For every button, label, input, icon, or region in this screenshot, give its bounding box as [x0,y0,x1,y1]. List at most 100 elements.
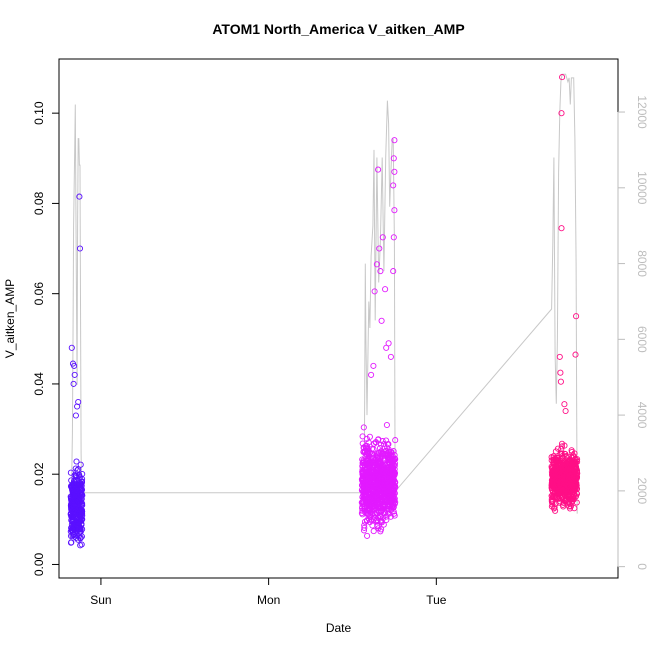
data-point [365,439,372,446]
data-point [383,490,390,497]
data-point [558,110,565,117]
data-point [368,371,375,378]
data-point [378,519,385,526]
data-point [384,475,391,482]
data-point [572,459,579,466]
data-point [387,353,394,360]
data-point [382,286,389,293]
right-tick-label: 2000 [635,478,649,505]
data-point [390,234,397,241]
data-point [390,508,397,515]
left-tick-label: 0.04 [32,372,46,396]
data-point [376,449,383,456]
data-point [557,369,564,376]
data-point [375,485,382,492]
data-point [383,498,390,505]
data-point [383,344,390,351]
data-point [370,362,377,369]
data-point [563,481,570,488]
data-point [360,444,367,452]
data-point [376,245,383,252]
data-point [79,526,86,533]
data-point [378,507,385,514]
data-point [562,407,569,415]
data-point [371,482,378,489]
left-tick-label: 0.02 [32,462,46,486]
data-point [370,506,377,513]
data-point [556,353,563,360]
data-point [385,441,392,448]
data-point [561,442,568,449]
data-point [390,182,397,189]
data-point [361,473,368,480]
data-point [377,528,384,535]
data-point [68,521,75,528]
data-point [391,452,398,459]
data-point [391,168,398,175]
data-point [391,496,398,503]
data-point [76,516,83,524]
data-point [377,512,384,519]
left-tick-label: 0.08 [32,191,46,215]
data-point [554,483,561,491]
data-point [77,542,84,549]
data-point [571,482,578,489]
data-point [560,496,567,503]
data-point [364,532,371,539]
data-point [362,460,369,467]
data-point [390,268,397,275]
data-point [360,424,367,431]
data-point [74,403,81,410]
data-point [387,506,394,514]
chart-title: ATOM1 North_America V_aitken_AMP [212,21,464,37]
data-point [360,527,368,534]
data-point [387,502,394,509]
data-point [388,486,395,493]
data-point [385,487,392,494]
data-point [79,492,86,499]
data-point [550,459,557,466]
series-line [69,73,578,541]
data-point [552,507,559,514]
data-point [568,486,575,493]
data-point [381,487,388,494]
data-point [371,503,378,510]
left-tick-label: 0.00 [32,552,46,576]
data-point [548,454,555,461]
right-y-axis: 0 2000 4000 6000 8000 10000 12000 [617,95,649,570]
data-point [375,166,382,173]
data-point [564,491,571,498]
data-point [563,453,570,460]
data-point [79,512,86,519]
data-point [377,441,385,448]
right-tick-label: 12000 [635,95,649,129]
data-point [382,448,389,455]
data-point [71,472,78,479]
data-point [374,469,381,476]
data-point [69,497,76,505]
x-axis-label: Date [326,621,352,635]
data-point [390,472,397,479]
data-point [383,469,390,476]
data-point [548,499,556,506]
x-tick-label: Tue [426,593,447,607]
data-point [378,317,385,324]
data-point [377,268,384,275]
data-point [77,526,84,533]
data-point [366,516,373,523]
data-point [557,457,564,464]
data-point [383,513,390,520]
x-tick-label: Sun [90,593,111,607]
data-point [551,477,558,484]
data-point [548,503,555,510]
points-layer [67,74,581,549]
plot-frame [58,58,619,579]
data-point [363,457,370,464]
data-point [556,499,563,506]
data-point [368,450,375,458]
data-point [68,503,75,510]
data-point [69,511,76,518]
data-point [374,494,381,501]
x-tick-label: Mon [257,593,280,607]
